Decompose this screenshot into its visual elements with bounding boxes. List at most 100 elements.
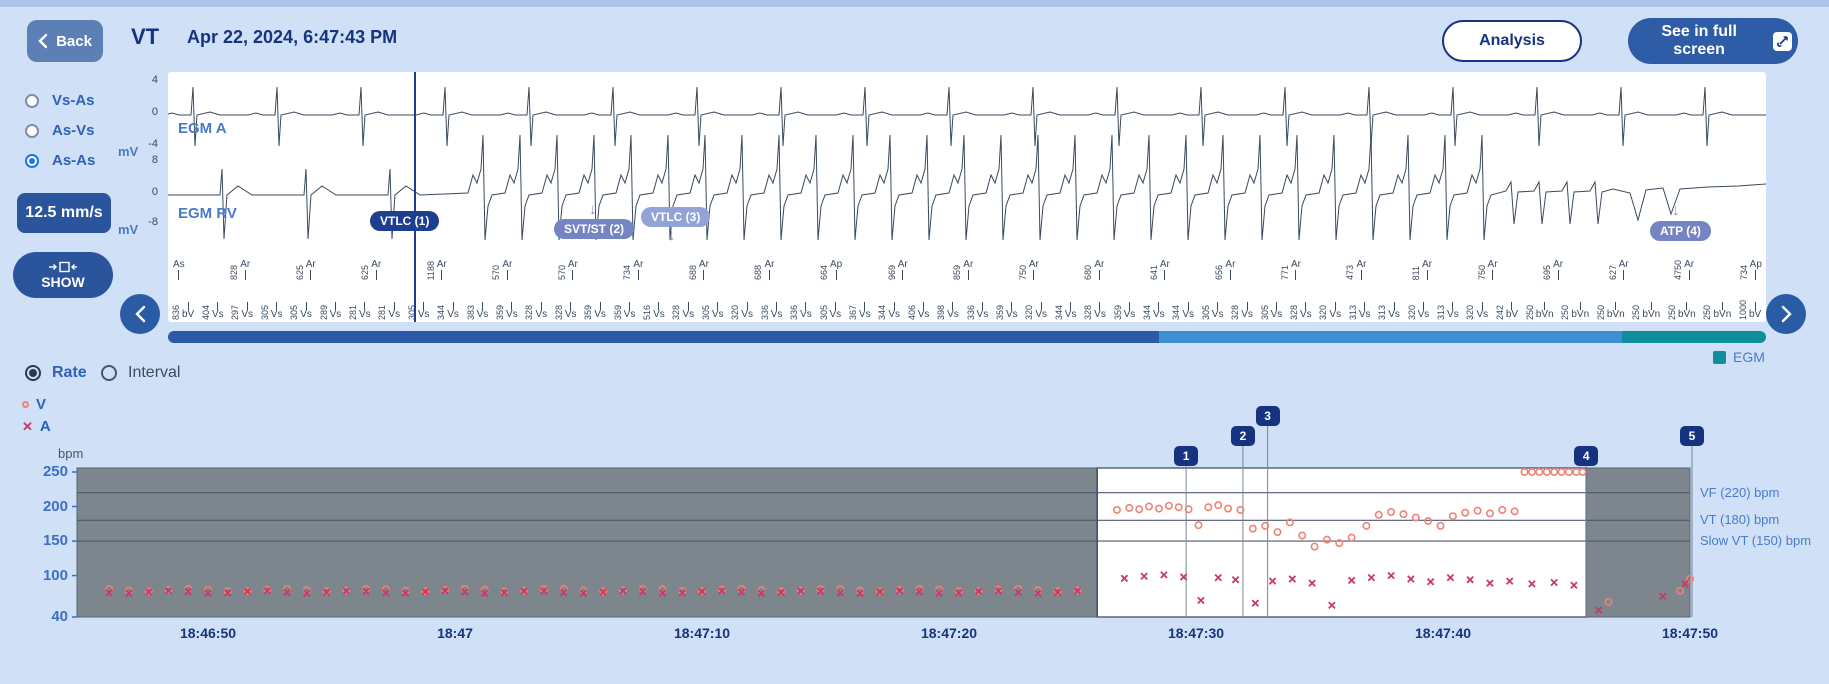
ventricular-marker: 305 Vs xyxy=(289,302,312,320)
event-flag-4[interactable]: 4 xyxy=(1574,446,1599,466)
down-arrow-icon: ↓ xyxy=(589,201,597,218)
fullscreen-button[interactable]: See in full screen xyxy=(1628,18,1798,64)
rate-trend-chart[interactable]: bpm 250 200 150 100 40 18:46:50 18:47 18:47:10 18… xyxy=(20,400,1825,660)
atrial-marker: 969 Ar xyxy=(886,259,908,280)
x-tick-18:47:20: 18:47:20 xyxy=(920,625,978,641)
v-marker-icon xyxy=(22,401,29,408)
v-legend-label: V xyxy=(36,396,47,413)
a-series xyxy=(105,571,1689,614)
ventricular-marker: 336 Vs xyxy=(760,302,782,320)
radio-icon xyxy=(101,365,117,381)
back-button[interactable]: Back xyxy=(27,20,103,62)
scroll-left-button[interactable] xyxy=(120,294,160,334)
x-tick-18:47: 18:47 xyxy=(437,625,473,641)
chevron-left-icon xyxy=(134,305,145,323)
atrial-marker: 1188 Ar xyxy=(425,259,447,280)
atrial-marker: 680 Ar xyxy=(1083,259,1105,280)
y-tick-150: 150 xyxy=(42,532,68,550)
marker-vtlc-1: VTLC (1) xyxy=(370,211,440,231)
ventricular-marker: 367 Vs xyxy=(848,302,871,320)
analysis-button[interactable]: Analysis xyxy=(1442,20,1582,62)
ventricular-marker: 328 Vs xyxy=(524,302,547,320)
ventricular-marker: 359 Vs xyxy=(613,302,635,320)
marker-svt-st-2: SVT/ST (2) xyxy=(554,219,635,239)
egm-rv-label: EGM RV xyxy=(178,205,237,222)
episode-type: VT xyxy=(131,24,160,49)
ventricular-marker: 344 Vs xyxy=(436,302,459,320)
v-series xyxy=(105,468,1695,606)
chevron-right-icon xyxy=(1781,305,1792,323)
atrial-marker: 688 Ar xyxy=(687,259,709,280)
bpm-axis-label: bpm xyxy=(58,446,84,461)
marker-atp-4: ATP (4) xyxy=(1650,221,1711,241)
atrial-marker: 625 Ar xyxy=(360,259,382,280)
ventricular-marker: 305 Vs xyxy=(1260,302,1282,320)
ventricular-marker: 320 Vs xyxy=(730,302,753,320)
ventricular-marker: 320 Vs xyxy=(1407,302,1429,320)
event-flag-2[interactable]: 2 xyxy=(1230,426,1255,446)
ventricular-marker: 305 Vs xyxy=(1201,302,1223,320)
atrial-marker: As xyxy=(172,260,185,280)
ventricular-marker: 336 Vs xyxy=(966,302,988,320)
ventricular-marker: 281 Vs xyxy=(377,302,400,320)
atrial-marker: 656 Ar xyxy=(1214,259,1236,280)
sweep-speed-button[interactable]: 12.5 mm/s xyxy=(17,193,111,233)
ventricular-marker: 398 Vs xyxy=(936,302,959,320)
event-flag-3[interactable]: 3 xyxy=(1255,406,1280,426)
ventricular-marker: 328 Vs xyxy=(554,302,577,320)
atrial-marker: 750 Ar xyxy=(1017,259,1039,280)
ventricular-marker: 404 Vs xyxy=(201,302,224,320)
radio-icon xyxy=(25,365,41,381)
radio-as-vs[interactable]: As-Vs xyxy=(25,122,95,139)
event-flag-5[interactable]: 5 xyxy=(1680,426,1704,446)
atrial-marker: 859 Ar xyxy=(952,259,974,280)
radio-interval[interactable]: Interval xyxy=(101,364,180,382)
atrial-marker: 734 Ar xyxy=(622,259,644,280)
atrial-marker: 473 Ar xyxy=(1345,259,1367,280)
ventricular-marker: 359 Vs xyxy=(995,302,1018,320)
radio-as-as[interactable]: As-As xyxy=(25,152,95,169)
atrial-marker: 4750 Ar xyxy=(1673,259,1695,280)
atrial-marker: 664 Ap xyxy=(818,259,843,280)
ventricular-marker: 383 Vs xyxy=(466,302,488,320)
radio-vs-as[interactable]: Vs-As xyxy=(25,92,95,109)
egm-rv-unit: mV xyxy=(118,222,139,237)
atrial-marker: 641 Ar xyxy=(1148,259,1170,280)
event-flag-1[interactable]: 1 xyxy=(1174,446,1199,466)
show-button[interactable]: SHOW xyxy=(13,252,113,298)
x-tick-18:47:30: 18:47:30 xyxy=(1167,625,1225,641)
radio-rate[interactable]: Rate xyxy=(25,364,87,382)
ventricular-marker: 406 Vs xyxy=(907,302,929,320)
radio-as-as-label: As-As xyxy=(52,152,96,169)
ventricular-marker: 305 Vs xyxy=(407,302,429,320)
radio-vs-as-label: Vs-As xyxy=(52,92,95,109)
ventricular-marker: 328 Vs xyxy=(671,302,694,320)
egm-waveforms xyxy=(163,86,1767,241)
egm-a-unit: mV xyxy=(118,144,139,159)
ventricular-marker: 313 Vs xyxy=(1377,302,1400,320)
ventricular-marker: 320 Vs xyxy=(1024,302,1047,320)
egm-scrollbar[interactable] xyxy=(168,331,1766,343)
ventricular-marker: 250 bVn xyxy=(1667,302,1696,320)
ventricular-marker: 344 Vs xyxy=(877,302,900,320)
egm-a-tick-neg4: -4 xyxy=(148,138,158,150)
ventricular-marker: 320 Vs xyxy=(1465,302,1488,320)
show-label: SHOW xyxy=(41,273,85,290)
ventricular-marker: 328 Vs xyxy=(1289,302,1312,320)
rate-trend-plot xyxy=(72,426,1695,618)
egm-legend-swatch xyxy=(1713,350,1726,364)
ventricular-marker: 836 bV xyxy=(171,302,194,320)
egm-legend: EGM xyxy=(1713,349,1765,365)
scroll-right-button[interactable] xyxy=(1766,294,1806,334)
a-legend-label: A xyxy=(39,418,51,435)
down-arrow-icon: ↓ xyxy=(668,227,676,244)
ventricular-marker: 344 Vs xyxy=(1054,302,1076,320)
egm-legend-label: EGM xyxy=(1733,349,1765,365)
y-tick-200: 200 xyxy=(42,497,68,515)
ventricular-marker: 313 Vs xyxy=(1348,302,1370,320)
ventricular-marker: 344 Vs xyxy=(1171,302,1194,320)
x-tick-18:46:50: 18:46:50 xyxy=(179,625,237,641)
egm-strip[interactable]: EGM A EGM RV VTLC (1) ↓ SVT/ST (2) VTLC … xyxy=(163,72,1767,322)
atrial-marker: 811 Ar xyxy=(1411,259,1432,280)
ventricular-marker: 250 bVn xyxy=(1631,302,1660,320)
